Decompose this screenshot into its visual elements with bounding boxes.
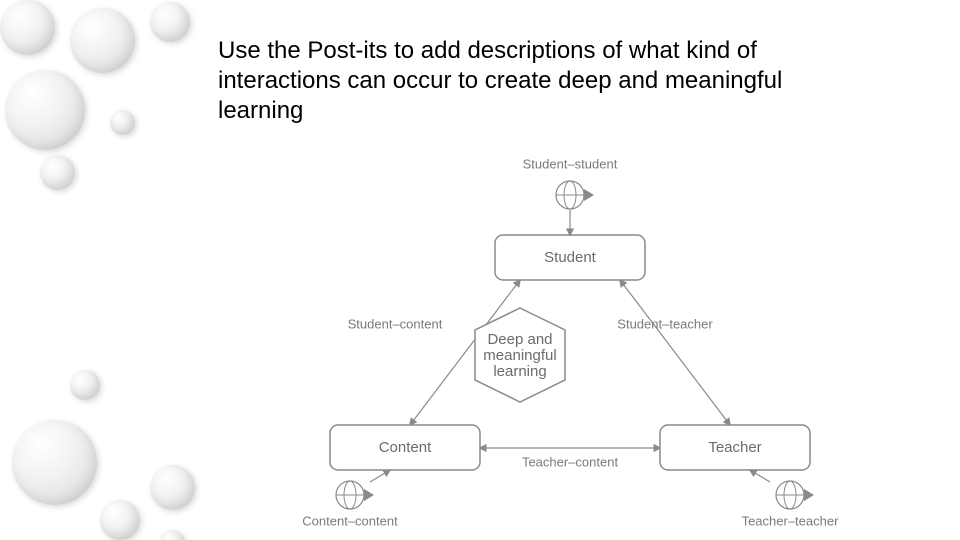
- diagram-svg: Student–content Student–teacher Teacher–…: [235, 150, 805, 530]
- water-drop-icon: [160, 530, 185, 540]
- globe-icon: [556, 181, 594, 209]
- loop-teacher: [750, 470, 770, 482]
- water-drop-icon: [0, 0, 55, 55]
- label-student-teacher: Student–teacher: [617, 316, 713, 331]
- water-drop-icon: [12, 420, 97, 505]
- center-label-2: meaningful: [483, 347, 556, 364]
- loop-content: [370, 470, 390, 482]
- label-student-student: Student–student: [523, 156, 618, 171]
- label-teacher-content: Teacher–content: [522, 454, 619, 469]
- node-teacher-label: Teacher: [708, 439, 761, 456]
- globe-icon: [336, 481, 374, 509]
- water-drop-icon: [100, 500, 140, 540]
- label-student-content: Student–content: [348, 316, 443, 331]
- label-teacher-teacher: Teacher–teacher: [742, 513, 840, 528]
- water-drop-icon: [150, 2, 190, 42]
- node-content-label: Content: [379, 439, 432, 456]
- water-drop-icon: [110, 110, 135, 135]
- water-drop-icon: [70, 370, 100, 400]
- edge-student-teacher: [620, 280, 730, 425]
- interaction-diagram: Student–content Student–teacher Teacher–…: [235, 150, 755, 530]
- water-drop-icon: [70, 8, 135, 73]
- label-content-content: Content–content: [302, 513, 398, 528]
- node-student-label: Student: [544, 249, 597, 266]
- globe-icon: [776, 481, 814, 509]
- water-drop-icon: [150, 465, 195, 510]
- instruction-text: Use the Post-its to add descriptions of …: [218, 36, 858, 126]
- water-drop-icon: [5, 70, 85, 150]
- center-label-3: learning: [493, 363, 546, 380]
- water-drop-icon: [40, 155, 75, 190]
- center-label-1: Deep and: [487, 331, 552, 348]
